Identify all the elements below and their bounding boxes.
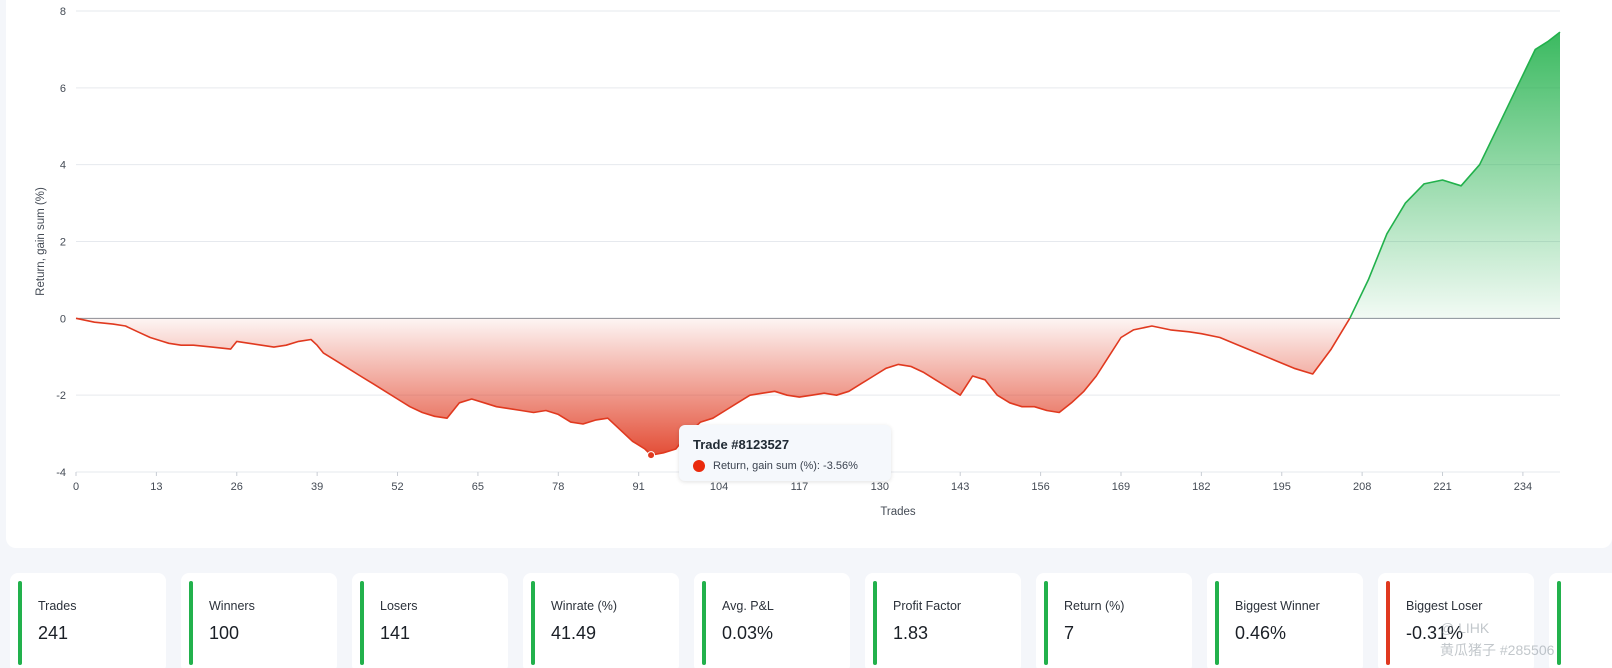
stat-label: Return (%) [1064,599,1125,613]
x-tick-label: 65 [472,481,484,493]
watermark-line: 黄瓜猪子 #285506 [1440,642,1555,658]
tooltip-series-dot-icon [693,460,705,472]
stat-status-bar [1215,581,1219,665]
stat-status-bar [18,581,22,665]
stat-status-bar [1386,581,1390,665]
x-tick-label: 234 [1514,481,1532,493]
return-chart: 8 6 4 2 0 -2 -4 0 13 26 39 52 65 78 91 104 117 130 143 156 1… [35,6,1561,518]
stat-value: 41.49 [551,623,597,643]
y-tick-label: -2 [56,390,66,402]
stat-card-winrate: Winrate (%) 41.49 [523,573,679,668]
x-tick-label: 195 [1273,481,1291,493]
stat-value: 100 [209,623,240,643]
stat-status-bar [873,581,877,665]
stat-card-partial [1549,573,1612,668]
stat-status-bar [360,581,364,665]
x-tick-label: 130 [871,481,889,493]
stat-card-profit-factor: Profit Factor 1.83 [865,573,1021,668]
y-axis-title: Return, gain sum (%) [35,187,47,296]
stat-value: 0.03% [722,623,774,643]
tooltip-title: Trade #8123527 [693,437,790,452]
x-tick-label: 156 [1031,481,1049,493]
stat-card-avg-pnl: Avg. P&L 0.03% [694,573,850,668]
y-tick-label: 0 [60,313,66,325]
x-tick-label: 104 [710,481,728,493]
x-tick-label: 39 [311,481,323,493]
stat-value: -0.31% [1406,623,1464,643]
y-tick-label: -4 [56,467,66,479]
chart-tooltip: Trade #8123527 Return, gain sum (%): -3.… [679,425,891,481]
stat-label: Biggest Winner [1235,599,1320,613]
positive-series-line [1349,31,1561,319]
watermark-line: @ LIHK [1440,620,1490,636]
stat-value: 0.46% [1235,623,1287,643]
stat-value: 141 [380,623,411,643]
stat-status-bar [1557,581,1561,665]
x-tick-label: 169 [1112,481,1130,493]
y-tick-label: 8 [60,6,66,18]
x-tick-label: 0 [73,481,79,493]
x-tick-label: 52 [391,481,403,493]
positive-area [1349,32,1560,319]
x-tick-label: 91 [633,481,645,493]
y-tick-label: 4 [60,160,66,172]
tooltip-text: Return, gain sum (%): -3.56% [713,460,858,472]
stat-card-trades: Trades 241 [10,573,166,668]
stat-value: 1.83 [893,623,929,643]
negative-area [76,318,1350,456]
hovered-point-marker [647,451,656,460]
stat-card-losers: Losers 141 [352,573,508,668]
stat-label: Profit Factor [893,599,962,613]
stat-label: Biggest Loser [1406,599,1483,613]
negative-series-line [75,317,1351,456]
stat-label: Winrate (%) [551,599,617,613]
x-axis-title: Trades [880,506,916,518]
x-tick-label: 13 [150,481,162,493]
stat-value: 241 [38,623,69,643]
x-tick-label: 208 [1353,481,1371,493]
y-tick-label: 6 [60,83,66,95]
tooltip-row: Return, gain sum (%): -3.56% [693,460,877,472]
stat-status-bar [702,581,706,665]
equity-chart-card: 8 6 4 2 0 -2 -4 0 13 26 39 52 65 78 91 104 117 130 143 156 1… [6,0,1612,548]
x-tick-label: 78 [552,481,564,493]
x-tick-label: 117 [791,481,809,493]
x-tick-label: 182 [1192,481,1210,493]
stats-row: Trades 241 Winners 100 Losers 141 Winrat… [0,573,1612,668]
stat-label: Trades [38,599,77,613]
y-tick-label: 2 [60,237,66,249]
stat-card-return: Return (%) 7 [1036,573,1192,668]
x-tick-label: 143 [951,481,969,493]
x-tick-label: 26 [231,481,243,493]
stat-value: 7 [1064,623,1075,643]
stat-label: Losers [380,599,418,613]
x-tick-label: 221 [1433,481,1451,493]
stat-status-bar [1044,581,1048,665]
stat-label: Winners [209,599,255,613]
stat-card-biggest-loser: Biggest Loser -0.31% [1378,573,1534,668]
watermark: @ LIHK 黄瓜猪子 #285506 [1440,617,1554,661]
stat-label: Avg. P&L [722,599,774,613]
stat-status-bar [189,581,193,665]
stat-card-winners: Winners 100 [181,573,337,668]
stat-status-bar [531,581,535,665]
stat-card-biggest-winner: Biggest Winner 0.46% [1207,573,1363,668]
